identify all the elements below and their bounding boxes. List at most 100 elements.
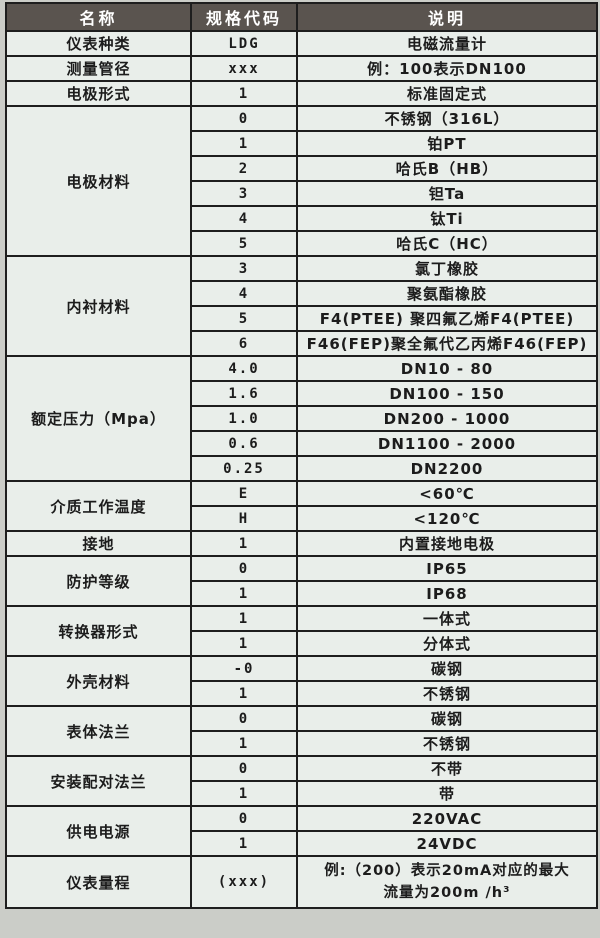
spec-code-cell: 0 <box>190 805 298 832</box>
table-row: 1 不锈钢 <box>6 680 598 707</box>
table-row: 1 铂PT <box>6 130 598 157</box>
spec-desc-cell: 例:（200）表示20mA对应的最大 流量为200m /h³ <box>296 855 598 909</box>
header-col-code: 规格代码 <box>190 2 298 32</box>
spec-desc-cell: <60℃ <box>296 480 598 507</box>
header-col-name: 名称 <box>5 2 192 32</box>
spec-code-cell: 1 <box>190 730 298 757</box>
spec-code-cell: 4 <box>190 205 298 232</box>
spec-code-cell: 5 <box>190 305 298 332</box>
spec-desc-cell: DN1100 - 2000 <box>296 430 598 457</box>
table-row: 0.6 DN1100 - 2000 <box>6 430 598 457</box>
spec-desc-cell: 分体式 <box>296 630 598 657</box>
spec-code-cell: 1 <box>190 580 298 607</box>
spec-desc-cell: IP68 <box>296 580 598 607</box>
table-row: 外壳材料 -0 碳钢 <box>5 655 598 707</box>
spec-code-cell: (xxx) <box>190 855 298 909</box>
spec-code-cell: 0.6 <box>190 430 298 457</box>
spec-name-cell: 内衬材料 <box>5 255 192 357</box>
table-row: 仪表量程 (xxx) 例:（200）表示20mA对应的最大 流量为200m /h³ <box>5 855 598 909</box>
spec-desc-cell: 带 <box>296 780 598 807</box>
table-body: 仪表种类 LDG 电磁流量计 测量管径 xxx 例：100表示DN100 电极形式 1 标准固定… <box>5 30 598 909</box>
spec-name-cell: 额定压力（Mpa） <box>5 355 192 482</box>
table-row: 1 IP68 <box>6 580 598 607</box>
spec-name-cell: 测量管径 <box>5 55 192 82</box>
spec-code-cell: 1 <box>190 680 298 707</box>
table-row: 电极材料 0 不锈钢（316L） <box>5 105 598 257</box>
spec-desc-cell: 24VDC <box>296 830 598 857</box>
header-row: 名称 规格代码 说明 <box>5 2 598 32</box>
spec-code-cell: E <box>190 480 298 507</box>
spec-desc-cell: 220VAC <box>296 805 598 832</box>
spec-name-cell: 表体法兰 <box>5 705 192 757</box>
table-row: 电极形式 1 标准固定式 <box>5 80 598 107</box>
table-row: 1 分体式 <box>6 630 598 657</box>
spec-code-cell: 1 <box>190 130 298 157</box>
spec-desc-cell: IP65 <box>296 555 598 582</box>
spec-code-cell: xxx <box>190 55 298 82</box>
header-col-desc: 说明 <box>296 2 598 32</box>
spec-desc-cell: F46(FEP)聚全氟代乙丙烯F46(FEP) <box>296 330 598 357</box>
spec-code-cell: 1.6 <box>190 380 298 407</box>
table-row: 内衬材料 3 氯丁橡胶 <box>5 255 598 357</box>
spec-desc-cell: DN10 - 80 <box>296 355 598 382</box>
spec-code-cell: 1.0 <box>190 405 298 432</box>
table-row: 仪表种类 LDG 电磁流量计 <box>5 30 598 57</box>
spec-name-cell: 防护等级 <box>5 555 192 607</box>
table-row: 0.25 DN2200 <box>6 455 598 482</box>
spec-code-cell: 3 <box>190 180 298 207</box>
table-row: 2 哈氏B（HB） <box>6 155 598 182</box>
spec-table-container: 名称 规格代码 说明 仪表种类 LDG 电磁流量计 测量管径 xxx 例：100表示DN1… <box>5 2 598 909</box>
spec-code-cell: H <box>190 505 298 532</box>
spec-code-cell: 0 <box>190 705 298 732</box>
spec-name-cell: 接地 <box>5 530 192 557</box>
spec-desc-cell: 一体式 <box>296 605 598 632</box>
spec-code-cell: 1 <box>190 530 298 557</box>
spec-desc-cell: <120℃ <box>296 505 598 532</box>
spec-name-cell: 安装配对法兰 <box>5 755 192 807</box>
spec-code-cell: 2 <box>190 155 298 182</box>
spec-code-cell: 0.25 <box>190 455 298 482</box>
spec-desc-cell: F4(PTEE) 聚四氟乙烯F4(PTEE) <box>296 305 598 332</box>
spec-code-cell: 0 <box>190 105 298 132</box>
spec-desc-cell: 电磁流量计 <box>296 30 598 57</box>
spec-code-cell: 4.0 <box>190 355 298 382</box>
table-row: 6 F46(FEP)聚全氟代乙丙烯F46(FEP) <box>6 330 598 357</box>
bottom-margin <box>0 909 600 917</box>
spec-name-cell: 仪表量程 <box>5 855 192 909</box>
spec-desc-cell: 不带 <box>296 755 598 782</box>
spec-code-cell: 5 <box>190 230 298 257</box>
table-row: 表体法兰 0 碳钢 <box>5 705 598 757</box>
spec-name-cell: 转换器形式 <box>5 605 192 657</box>
spec-code-cell: 6 <box>190 330 298 357</box>
spec-desc-cell: 内置接地电极 <box>296 530 598 557</box>
table-row: 测量管径 xxx 例：100表示DN100 <box>5 55 598 82</box>
table-row: 接地 1 内置接地电极 <box>5 530 598 557</box>
table-row: 1.6 DN100 - 150 <box>6 380 598 407</box>
table-row: 1.0 DN200 - 1000 <box>6 405 598 432</box>
spec-code-cell: 0 <box>190 555 298 582</box>
spec-table: 名称 规格代码 说明 仪表种类 LDG 电磁流量计 测量管径 xxx 例：100表示DN1… <box>5 2 598 909</box>
spec-desc-cell: 哈氏B（HB） <box>296 155 598 182</box>
spec-code-cell: 4 <box>190 280 298 307</box>
table-row: 5 F4(PTEE) 聚四氟乙烯F4(PTEE) <box>6 305 598 332</box>
table-row: 介质工作温度 E <60℃ <box>5 480 598 532</box>
spec-desc-cell: 标准固定式 <box>296 80 598 107</box>
spec-name-cell: 电极形式 <box>5 80 192 107</box>
table-row: 1 24VDC <box>6 830 598 857</box>
spec-desc-cell: DN200 - 1000 <box>296 405 598 432</box>
spec-code-cell: 0 <box>190 755 298 782</box>
spec-code-cell: 1 <box>190 630 298 657</box>
table-row: 供电电源 0 220VAC <box>5 805 598 857</box>
spec-desc-cell: 钛Ti <box>296 205 598 232</box>
spec-name-cell: 外壳材料 <box>5 655 192 707</box>
spec-name-cell: 电极材料 <box>5 105 192 257</box>
spec-desc-cell: 例：100表示DN100 <box>296 55 598 82</box>
table-row: 4 聚氨酯橡胶 <box>6 280 598 307</box>
table-row: 防护等级 0 IP65 <box>5 555 598 607</box>
table-row: 转换器形式 1 一体式 <box>5 605 598 657</box>
spec-code-cell: 3 <box>190 255 298 282</box>
spec-name-cell: 仪表种类 <box>5 30 192 57</box>
table-row: H <120℃ <box>6 505 598 532</box>
table-row: 3 钽Ta <box>6 180 598 207</box>
